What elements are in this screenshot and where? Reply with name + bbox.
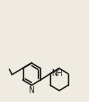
Text: NH: NH bbox=[51, 69, 62, 78]
Text: N: N bbox=[29, 86, 34, 95]
